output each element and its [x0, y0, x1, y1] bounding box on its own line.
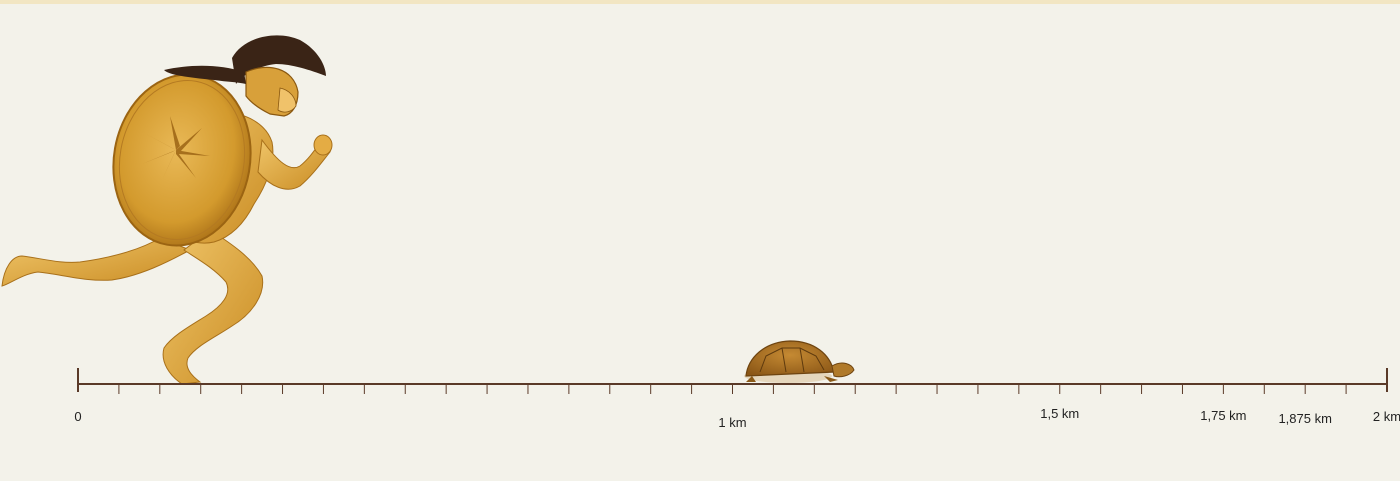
scale-label: 2 km	[1373, 409, 1400, 424]
tortoise-figure	[744, 340, 855, 383]
scale-ticks	[77, 368, 1388, 394]
scale-label: 0	[74, 409, 81, 424]
distance-scale: 0 1 km 1,5 km 1,75 km 1,875 km 2 km	[74, 368, 1400, 430]
scale-label: 1,5 km	[1040, 406, 1079, 421]
achilles-figure	[1, 35, 333, 385]
scale-label: 1,75 km	[1200, 408, 1246, 423]
scale-label: 1,875 km	[1278, 411, 1331, 426]
scale-label: 1 km	[718, 415, 746, 430]
scale-labels: 0 1 km 1,5 km 1,75 km 1,875 km 2 km	[74, 406, 1400, 430]
top-border-band	[0, 0, 1400, 4]
